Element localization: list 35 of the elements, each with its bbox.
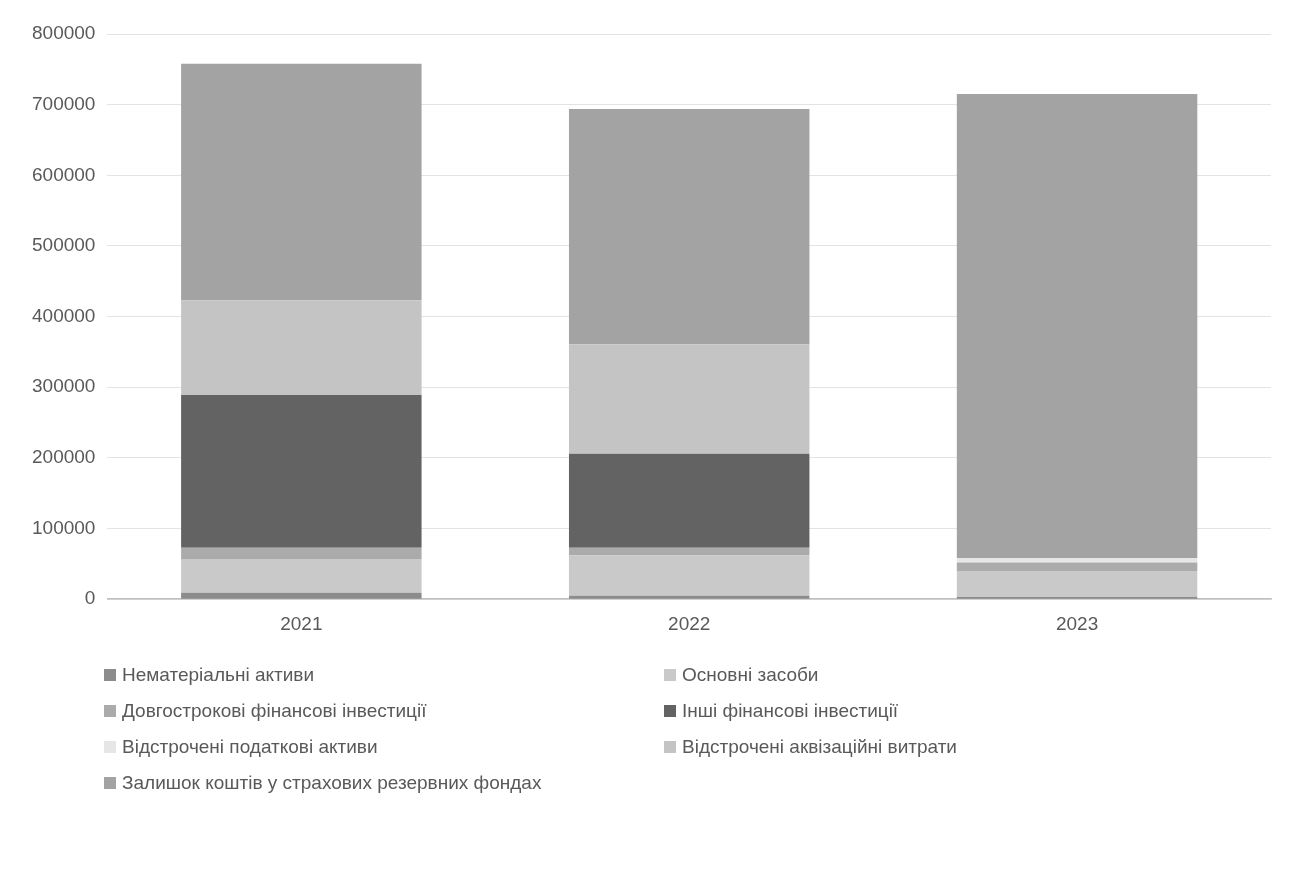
bar xyxy=(568,344,810,454)
bar xyxy=(181,592,422,599)
bar xyxy=(568,547,810,556)
y-tick-label: 700000 xyxy=(32,92,96,114)
bar xyxy=(956,570,1198,598)
legend-label: Довгострокові фінансові інвестиції xyxy=(122,700,427,722)
legend-label: Нематеріальні активи xyxy=(122,664,315,686)
bar xyxy=(568,453,810,548)
bar xyxy=(568,555,810,596)
bar xyxy=(181,547,422,559)
bar xyxy=(568,595,810,599)
y-tick-label: 500000 xyxy=(32,234,96,256)
bar xyxy=(956,94,1198,559)
legend-label: Залишок коштів у страхових резервних фондах xyxy=(122,772,542,794)
bar xyxy=(181,300,422,396)
legend-label: Основні засоби xyxy=(682,664,819,686)
bar xyxy=(956,562,1198,571)
legend-label: Інші фінансові інвестиції xyxy=(682,700,899,722)
bar xyxy=(568,108,810,345)
x-tick-label: 2021 xyxy=(280,612,323,634)
legend-label: Відстрочені аквізаційні витрати xyxy=(682,736,957,758)
y-tick-label: 100000 xyxy=(32,516,96,538)
bar xyxy=(956,558,1198,563)
legend-label: Відстрочені податкові активи xyxy=(122,736,378,758)
y-tick-label: 300000 xyxy=(32,375,96,397)
y-tick-label: 600000 xyxy=(32,163,96,185)
y-tick-label: 800000 xyxy=(32,22,96,44)
x-tick-label: 2023 xyxy=(1055,612,1099,634)
y-tick-label: 400000 xyxy=(32,304,96,326)
y-tick-label: 200000 xyxy=(32,446,96,468)
x-tick-label: 2022 xyxy=(668,612,711,634)
bar xyxy=(181,63,422,301)
y-tick-label: 0 xyxy=(84,587,96,609)
bar xyxy=(181,558,422,593)
bar xyxy=(181,395,422,548)
